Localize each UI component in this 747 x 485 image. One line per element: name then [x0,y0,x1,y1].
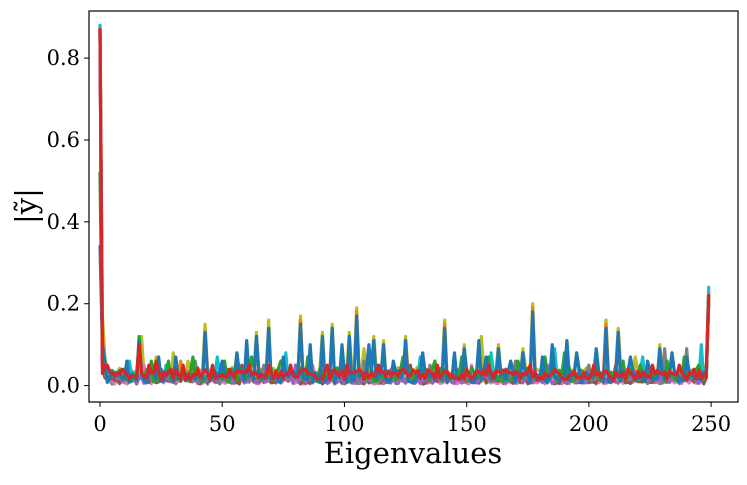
plot-frame [88,10,739,403]
x-tick-label: 0 [93,412,106,436]
x-tick-label: 50 [209,412,236,436]
x-axis-title: Eigenvalues [324,436,503,470]
y-tick-label: 0.8 [47,46,80,70]
x-tick-label: 200 [569,412,609,436]
y-tick-label: 0.6 [47,128,80,152]
x-tick-label: 150 [447,412,487,436]
y-tick-label: 0.0 [47,374,80,398]
series-layer [98,23,711,386]
y-axis: 0.0 0.2 0.4 0.6 0.8 [47,46,89,398]
y-tick-label: 0.4 [47,210,80,234]
x-tick-label: 100 [324,412,364,436]
y-axis-title: |ỹ| [9,188,43,224]
x-axis: 0 50 100 150 200 250 [93,402,731,436]
x-tick-label: 250 [691,412,731,436]
y-tick-label: 0.2 [47,292,80,316]
series-line [98,27,711,382]
